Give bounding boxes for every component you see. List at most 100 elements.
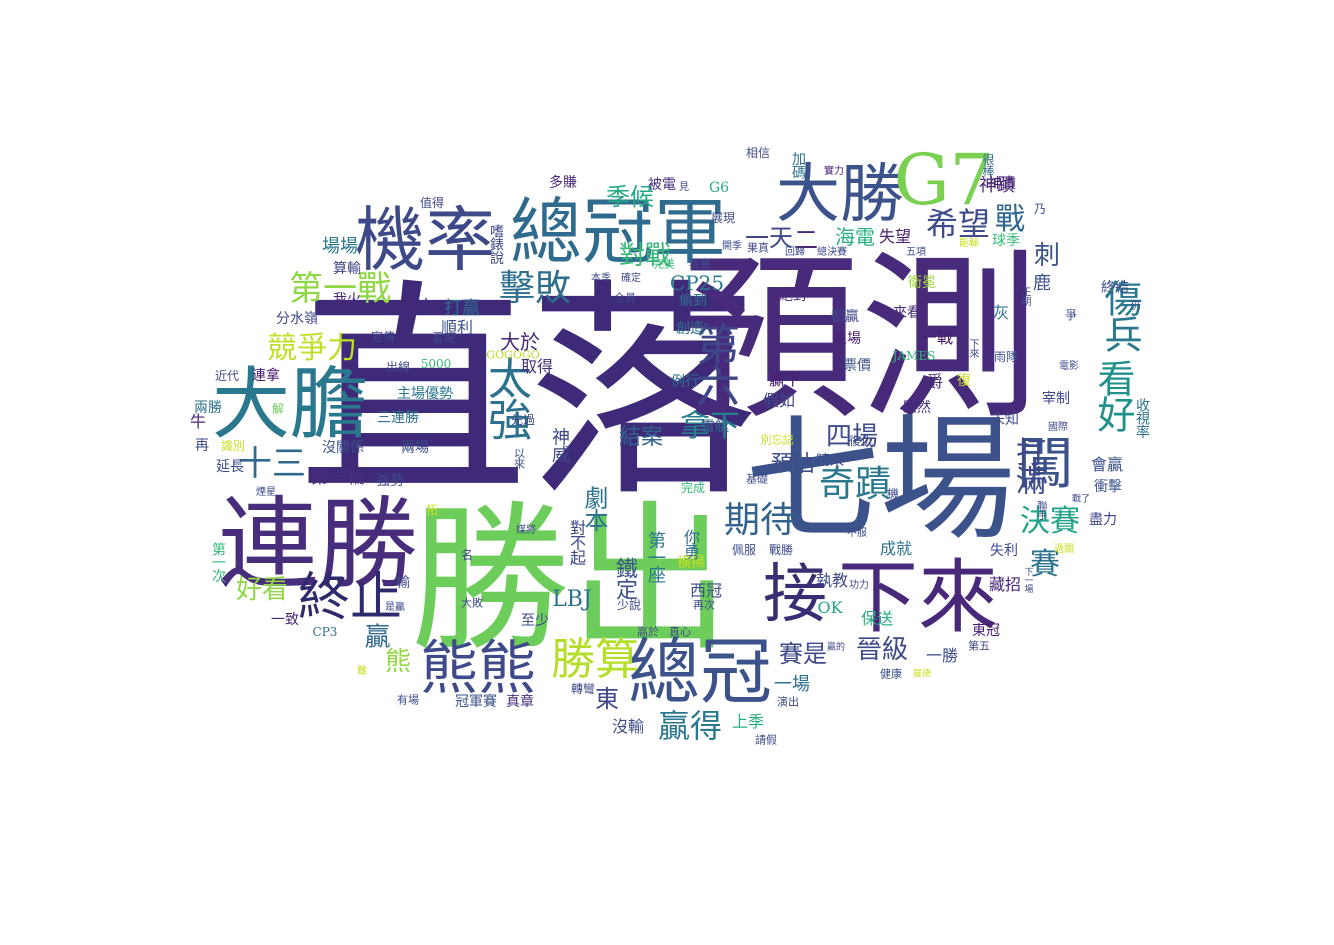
cloud-word: 一戰 bbox=[920, 328, 954, 347]
cloud-word: 大敗 bbox=[461, 596, 483, 610]
cloud-word: 十三 bbox=[238, 444, 306, 484]
cloud-word: 勝出 bbox=[409, 486, 731, 673]
cloud-word: 一天 bbox=[745, 224, 793, 252]
cloud-word: 宰制 bbox=[1042, 391, 1070, 407]
cloud-word: 預測 bbox=[679, 235, 1041, 444]
cloud-word: 票價 bbox=[843, 358, 871, 374]
cloud-word: 復仇 bbox=[848, 434, 874, 448]
cloud-word: 看好 bbox=[1091, 358, 1135, 432]
cloud-word: 連勝 bbox=[218, 486, 418, 603]
cloud-word: LBJ bbox=[552, 587, 592, 612]
cloud-word: 國際 bbox=[1048, 422, 1068, 433]
cloud-word: 爭 bbox=[1064, 308, 1078, 322]
cloud-word: 第七 bbox=[403, 296, 437, 315]
cloud-word: 來看 bbox=[893, 305, 921, 321]
cloud-word: 盡力 bbox=[1089, 512, 1117, 528]
cloud-word: 對戰 bbox=[618, 241, 672, 271]
cloud-word: 一勝 bbox=[925, 646, 959, 665]
cloud-word: 戰 bbox=[995, 202, 1025, 237]
cloud-word: 很棒 bbox=[981, 153, 995, 177]
cloud-word: 電影 bbox=[1059, 361, 1079, 372]
cloud-word: 沒關係 bbox=[322, 440, 364, 456]
cloud-word: 絕對 bbox=[779, 288, 807, 304]
cloud-word: 例行 bbox=[671, 374, 699, 390]
cloud-word: 鹿 bbox=[1033, 273, 1051, 294]
cloud-word: 對不起 bbox=[567, 519, 586, 565]
cloud-word: 東 bbox=[595, 685, 619, 713]
cloud-word: 拿下 bbox=[680, 409, 740, 444]
cloud-word: 大勝 bbox=[776, 158, 904, 232]
cloud-word: 回歸 bbox=[785, 247, 805, 258]
cloud-word: 衝擊 bbox=[1094, 479, 1122, 495]
cloud-word: 是贏 bbox=[385, 602, 405, 613]
cloud-word: 擊敗 bbox=[498, 268, 572, 309]
cloud-word: 保送 bbox=[860, 609, 894, 628]
cloud-word: 海電 bbox=[835, 225, 875, 249]
cloud-word: 戰了 bbox=[1071, 494, 1091, 505]
cloud-word: 執教 bbox=[815, 571, 849, 590]
cloud-word: 第五 bbox=[968, 639, 990, 653]
cloud-word: 成就 bbox=[879, 539, 913, 558]
cloud-word: 上季 bbox=[731, 712, 765, 731]
cloud-word: 請假 bbox=[755, 733, 777, 747]
cloud-word: 基礎 bbox=[746, 472, 768, 486]
cloud-word: 衛冕 bbox=[908, 275, 936, 291]
cloud-word: 乃 bbox=[1033, 202, 1047, 216]
cloud-word: 劇本 bbox=[580, 485, 608, 531]
cloud-word: 雖然 bbox=[903, 400, 931, 416]
cloud-word: 四場 bbox=[825, 422, 879, 452]
cloud-word: 相信 bbox=[745, 146, 771, 160]
cloud-word: 轉彎 bbox=[570, 682, 596, 696]
cloud-word: 王朝 bbox=[1019, 286, 1030, 306]
cloud-word: 總決賽 bbox=[817, 247, 847, 258]
cloud-word: 二 bbox=[794, 226, 818, 254]
cloud-word: 主場優勢 bbox=[397, 386, 453, 402]
cloud-word: 至少 bbox=[521, 613, 549, 629]
cloud-word: 復 bbox=[957, 373, 971, 389]
cloud-word: 佩服 bbox=[731, 543, 757, 557]
cloud-word: CP25 bbox=[669, 271, 725, 295]
cloud-word: 預估 bbox=[770, 452, 816, 477]
cloud-word: 兩場 bbox=[401, 440, 429, 456]
cloud-word: 刺 bbox=[1033, 241, 1061, 271]
cloud-word: 下來 bbox=[838, 551, 998, 644]
cloud-word: 爵 bbox=[926, 372, 944, 391]
cloud-word: 再 bbox=[195, 438, 209, 454]
cloud-word: 贏的 bbox=[826, 642, 846, 653]
cloud-word: 失利 bbox=[990, 543, 1018, 559]
cloud-word: 第一次 bbox=[210, 542, 226, 582]
cloud-word: 高於 bbox=[637, 625, 659, 639]
cloud-word: 識別 bbox=[220, 439, 246, 453]
cloud-word: 完成 bbox=[680, 481, 706, 495]
cloud-word: 近代 bbox=[214, 369, 240, 383]
cloud-word: OK bbox=[817, 598, 843, 617]
cloud-word: 總冠軍 bbox=[509, 190, 727, 274]
cloud-word: 直落 bbox=[297, 261, 759, 528]
cloud-word: 健康 bbox=[880, 667, 902, 681]
cloud-word: 大膽 bbox=[211, 360, 369, 450]
cloud-word: 少說 bbox=[616, 598, 642, 612]
cloud-word: 五項 bbox=[906, 247, 926, 258]
cloud-word: 賽 bbox=[1030, 547, 1060, 582]
cloud-word: 球季 bbox=[992, 233, 1020, 249]
cloud-word: 確定 bbox=[621, 273, 641, 284]
cloud-word: 贏得 bbox=[657, 707, 723, 745]
cloud-word: G7 bbox=[893, 139, 995, 221]
cloud-word: 開季 bbox=[722, 241, 742, 252]
cloud-word: 牛 bbox=[189, 412, 207, 431]
cloud-word: 演出 bbox=[777, 695, 799, 709]
cloud-word: 順利 bbox=[440, 318, 474, 337]
cloud-word: 拓 bbox=[425, 503, 439, 517]
cloud-word: 出線 bbox=[385, 360, 411, 374]
cloud-word: 真心 bbox=[669, 625, 691, 639]
cloud-word: 機 bbox=[886, 487, 900, 501]
cloud-word: 強勢 bbox=[376, 473, 404, 489]
cloud-word: 見 bbox=[679, 182, 689, 193]
cloud-word: 分水嶺 bbox=[276, 311, 318, 327]
cloud-word: 戰勝 bbox=[768, 543, 794, 557]
cloud-word: 闖 bbox=[1017, 432, 1073, 497]
cloud-word: 多賺 bbox=[549, 175, 577, 191]
cloud-word: 橫掃 bbox=[677, 555, 705, 571]
cloud-word: 你勇 bbox=[681, 528, 700, 560]
cloud-word: 東冠 bbox=[972, 623, 1000, 639]
